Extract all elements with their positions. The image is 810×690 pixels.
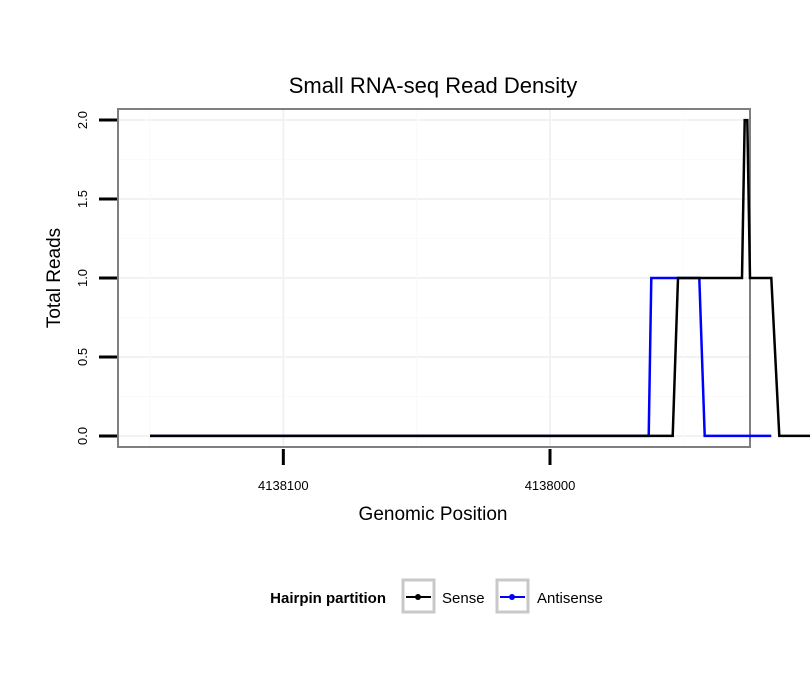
legend-point-antisense <box>509 594 515 600</box>
legend: Hairpin partition Sense Antisense <box>270 578 603 614</box>
legend-item-antisense: Antisense <box>495 578 603 614</box>
series-layer <box>150 118 810 438</box>
y-tick-label: 1.5 <box>75 190 90 208</box>
y-tick-label: 0.0 <box>75 427 90 445</box>
legend-title: Hairpin partition <box>270 590 386 607</box>
legend-label-antisense: Antisense <box>537 590 603 607</box>
legend-label-sense: Sense <box>442 590 485 607</box>
x-axis-title: Genomic Position <box>359 504 508 525</box>
y-tick-label: 1.0 <box>75 269 90 287</box>
x-axis: 4138100 4138000 <box>258 449 575 493</box>
y-tick-label: 0.5 <box>75 348 90 366</box>
y-tick-label: 2.0 <box>75 111 90 129</box>
chart-title: Small RNA-seq Read Density <box>289 73 578 98</box>
x-tick-label: 4138100 <box>258 478 309 493</box>
legend-point-sense <box>415 594 421 600</box>
x-tick-label: 4138000 <box>525 478 576 493</box>
series-line-sense <box>150 118 810 438</box>
y-axis-title: Total Reads <box>44 228 65 328</box>
legend-item-sense: Sense <box>401 578 485 614</box>
y-axis: 0.0 0.5 1.0 1.5 2.0 <box>75 111 117 445</box>
